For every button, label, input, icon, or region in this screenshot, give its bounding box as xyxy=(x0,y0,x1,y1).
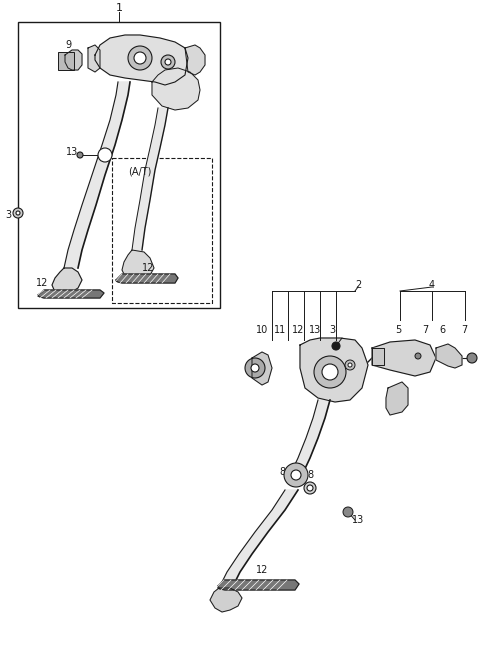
Text: (A/T): (A/T) xyxy=(128,167,152,177)
Polygon shape xyxy=(210,588,242,612)
Circle shape xyxy=(134,52,146,64)
Polygon shape xyxy=(38,290,104,298)
Bar xyxy=(18,22,220,308)
Polygon shape xyxy=(290,400,330,475)
Circle shape xyxy=(98,148,112,162)
Circle shape xyxy=(304,482,316,494)
Polygon shape xyxy=(386,382,408,415)
Polygon shape xyxy=(88,45,100,72)
Text: 12: 12 xyxy=(292,325,304,335)
Circle shape xyxy=(343,507,353,517)
Circle shape xyxy=(161,55,175,69)
Polygon shape xyxy=(122,250,154,282)
Polygon shape xyxy=(116,274,178,283)
Circle shape xyxy=(332,342,340,350)
Text: 7: 7 xyxy=(422,325,428,335)
Text: 3: 3 xyxy=(329,325,335,335)
Circle shape xyxy=(415,353,421,359)
Text: 3: 3 xyxy=(5,210,11,220)
Text: 10: 10 xyxy=(256,325,268,335)
Circle shape xyxy=(348,363,352,367)
Polygon shape xyxy=(185,45,205,75)
Polygon shape xyxy=(95,35,188,85)
Text: 11: 11 xyxy=(389,395,401,405)
Polygon shape xyxy=(372,348,384,365)
Text: 13: 13 xyxy=(66,147,78,157)
Polygon shape xyxy=(152,68,200,110)
Circle shape xyxy=(284,463,308,487)
Polygon shape xyxy=(252,352,272,385)
Circle shape xyxy=(291,470,301,480)
Bar xyxy=(58,52,74,70)
Circle shape xyxy=(307,485,313,491)
Polygon shape xyxy=(372,340,436,376)
Text: 12: 12 xyxy=(142,263,154,273)
Text: 9: 9 xyxy=(65,40,71,50)
Text: 8: 8 xyxy=(279,467,285,477)
Text: 12: 12 xyxy=(256,565,268,575)
Polygon shape xyxy=(218,580,299,590)
Circle shape xyxy=(245,358,265,378)
Text: 7: 7 xyxy=(461,325,467,335)
Text: 2: 2 xyxy=(355,280,361,290)
Text: 6: 6 xyxy=(439,325,445,335)
Circle shape xyxy=(128,46,152,70)
Text: 12: 12 xyxy=(36,278,48,288)
Circle shape xyxy=(13,208,23,218)
Text: 1: 1 xyxy=(116,3,122,13)
Text: 13: 13 xyxy=(352,515,364,525)
Polygon shape xyxy=(436,344,462,368)
Text: 13: 13 xyxy=(309,325,321,335)
Circle shape xyxy=(165,59,171,65)
Text: 8: 8 xyxy=(307,470,313,480)
Polygon shape xyxy=(132,108,168,250)
Bar xyxy=(112,158,212,303)
Circle shape xyxy=(322,364,338,380)
Polygon shape xyxy=(300,338,368,402)
Polygon shape xyxy=(64,82,130,268)
Polygon shape xyxy=(52,268,82,295)
Text: 11: 11 xyxy=(274,325,286,335)
Polygon shape xyxy=(65,50,82,70)
Text: 5: 5 xyxy=(395,325,401,335)
Circle shape xyxy=(16,211,20,215)
Circle shape xyxy=(77,152,83,158)
Circle shape xyxy=(314,356,346,388)
Circle shape xyxy=(345,360,355,370)
Circle shape xyxy=(467,353,477,363)
Polygon shape xyxy=(219,490,298,588)
Circle shape xyxy=(251,364,259,372)
Text: 4: 4 xyxy=(429,280,435,290)
